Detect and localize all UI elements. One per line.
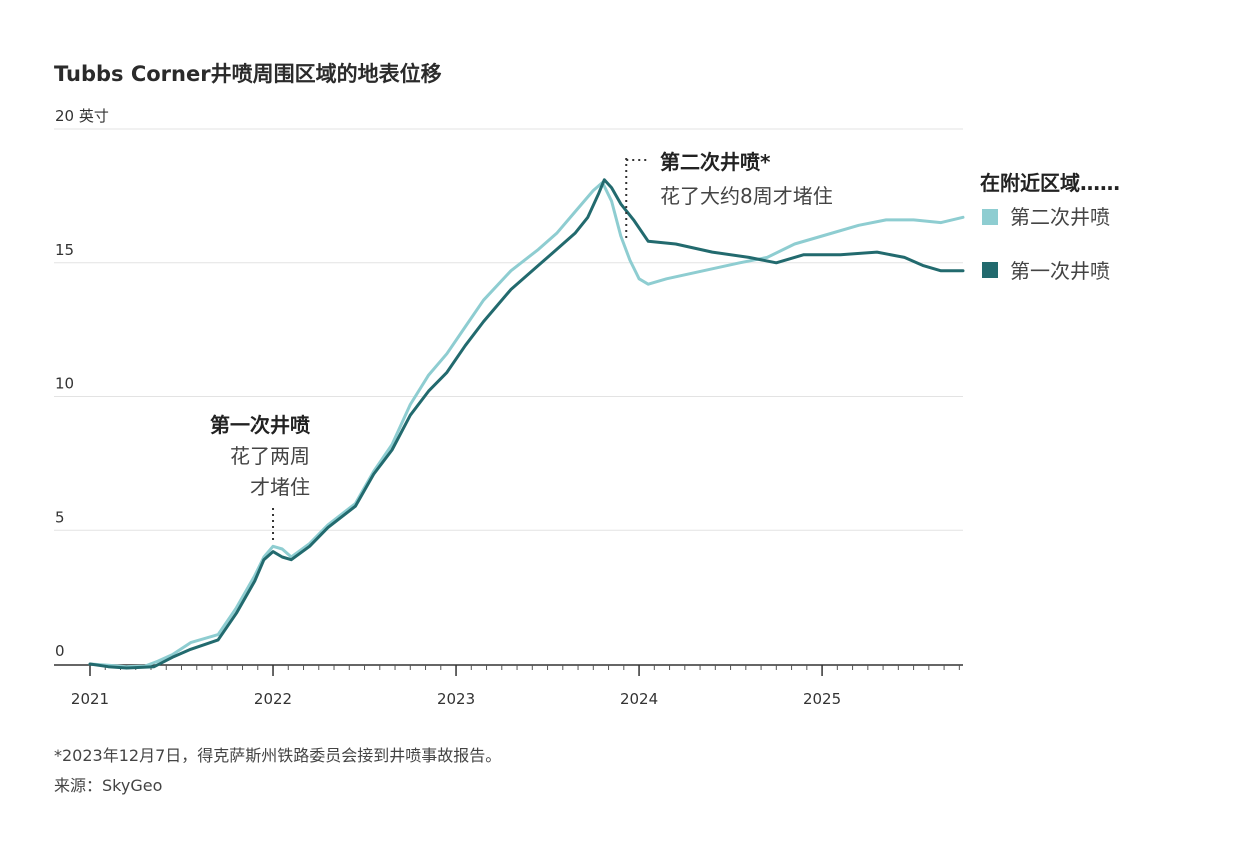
annotation-first-line-1: 花了两周 xyxy=(230,444,310,468)
legend: 在附近区域…… 第二次井喷 第一次井喷 xyxy=(980,171,1120,283)
annotation-second-line-1: 花了大约8周才堵住 xyxy=(660,184,833,208)
source-note: 来源：SkyGeo xyxy=(54,776,163,795)
legend-swatch-second-blowout xyxy=(982,209,998,225)
y-tick-label: 10 xyxy=(55,375,74,393)
legend-swatch-first-blowout xyxy=(982,262,998,278)
y-tick-label: 5 xyxy=(55,508,65,526)
y-tick-label: 15 xyxy=(55,241,74,259)
x-tick-label: 2025 xyxy=(803,690,841,708)
annotations: 第一次井喷 花了两周 才堵住 第二次井喷* 花了大约8周才堵住 xyxy=(210,150,833,540)
series-line-first-blowout xyxy=(88,178,965,670)
y-tick-label: 0 xyxy=(55,642,65,660)
legend-title: 在附近区域…… xyxy=(980,171,1120,195)
series-lines xyxy=(88,178,965,670)
series-line-second-blowout xyxy=(88,181,965,669)
x-tick-label: 2021 xyxy=(71,690,109,708)
annotation-second-title: 第二次井喷* xyxy=(660,150,771,174)
x-tick-label: 2024 xyxy=(620,690,658,708)
gridlines xyxy=(54,128,963,531)
legend-label-first-blowout: 第一次井喷 xyxy=(1010,259,1110,283)
legend-label-second-blowout: 第二次井喷 xyxy=(1010,205,1110,229)
x-tick-label: 2023 xyxy=(437,690,475,708)
chart-title: Tubbs Corner井喷周围区域的地表位移 xyxy=(54,62,442,86)
x-axis: 2021 2022 2023 2024 2025 xyxy=(54,664,963,708)
y-axis-ticks: 0 5 10 15 20 英寸 xyxy=(55,107,109,660)
x-tick-label: 2022 xyxy=(254,690,292,708)
annotation-first-title: 第一次井喷 xyxy=(210,413,310,437)
annotation-first-line-2: 才堵住 xyxy=(250,475,310,499)
y-tick-label: 20 英寸 xyxy=(55,107,109,125)
footnote: *2023年12月7日，得克萨斯州铁路委员会接到井喷事故报告。 xyxy=(54,746,502,765)
